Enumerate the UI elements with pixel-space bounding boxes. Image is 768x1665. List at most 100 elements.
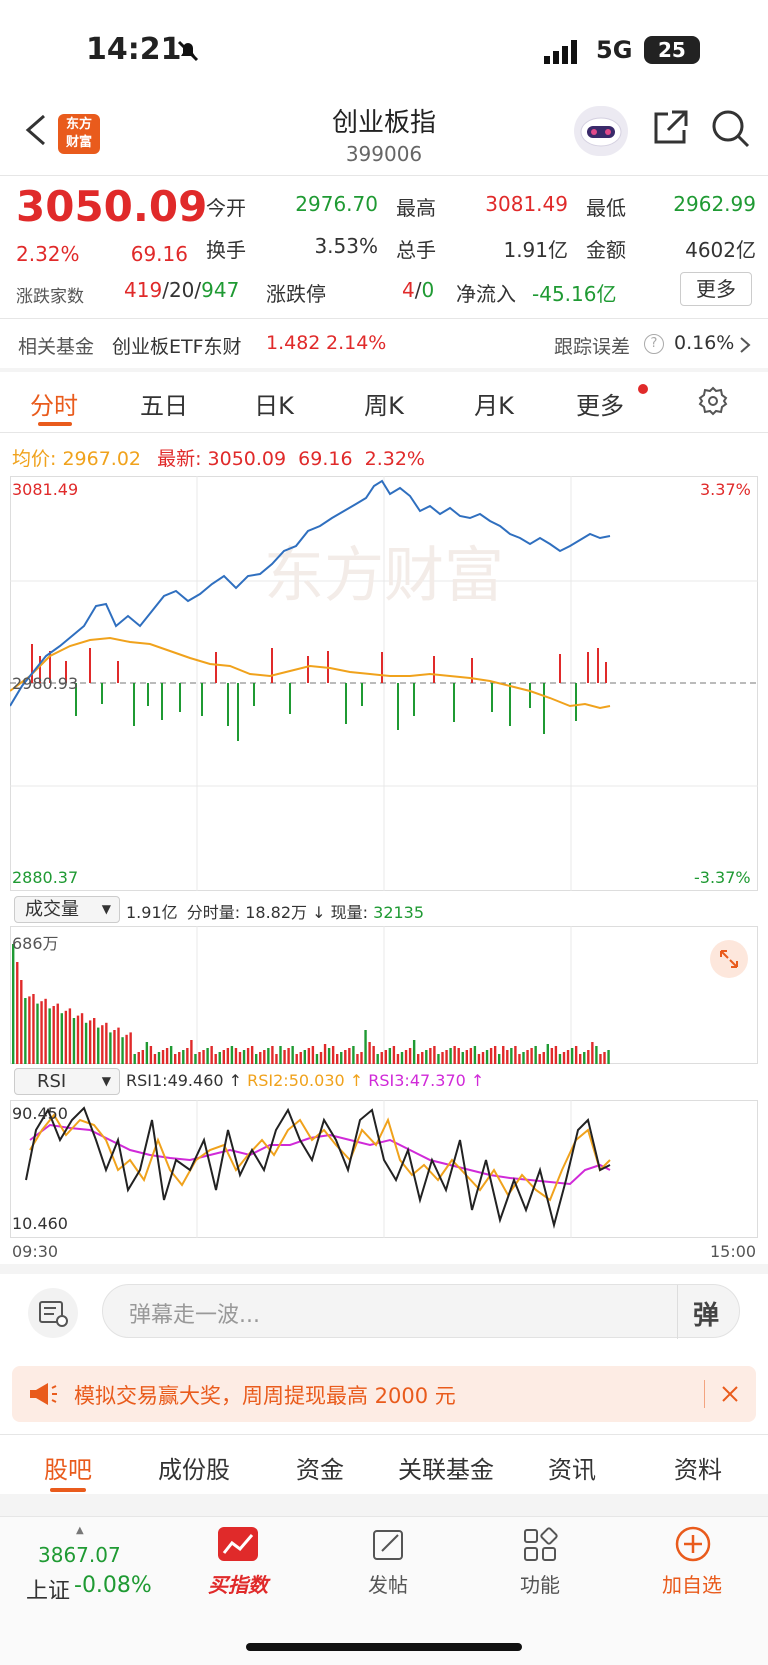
track-label: 跟踪误差: [554, 336, 631, 358]
volume-bar: [599, 1054, 602, 1064]
amount-value: 4602亿: [685, 238, 756, 262]
volume-bar: [368, 1042, 371, 1064]
caret-down-icon: ▼: [101, 902, 111, 916]
volume-bar: [242, 1050, 246, 1064]
tab-constituents[interactable]: 成份股: [158, 1456, 230, 1484]
intraday-chart[interactable]: 东方财富: [9, 476, 758, 891]
volume-bar: [542, 1052, 545, 1064]
volume-bar: [356, 1054, 359, 1064]
nav-post[interactable]: 发帖: [368, 1573, 408, 1597]
volume-bar: [538, 1054, 541, 1064]
functions-grid-icon[interactable]: [522, 1527, 558, 1563]
breadth-label: 涨跌家数: [16, 287, 84, 307]
add-watchlist-icon[interactable]: [674, 1525, 712, 1563]
index-ticker[interactable]: ▲ 3867.07 上证 -0.08%: [20, 1525, 160, 1605]
tab-profile[interactable]: 资料: [674, 1456, 722, 1484]
comment-list-icon[interactable]: [28, 1288, 78, 1338]
volume-bar: [153, 1054, 157, 1064]
rsi-chart-svg: [10, 1100, 758, 1238]
change-value: 69.16: [130, 242, 188, 266]
close-icon[interactable]: [718, 1382, 742, 1406]
nav-buy-index[interactable]: 买指数: [208, 1573, 268, 1597]
time-axis-start: 09:30: [12, 1242, 59, 1261]
danmu-input[interactable]: 弹幕走一波... 弹: [102, 1284, 740, 1339]
volume-chart-svg: [10, 926, 758, 1064]
more-button[interactable]: 更多: [680, 272, 752, 306]
nav-functions[interactable]: 功能: [520, 1573, 560, 1597]
tab-more[interactable]: 更多: [576, 392, 624, 420]
volume-selector-row: 成交量 ▼ 1.91亿 分时量: 18.82万 ↓ 现量: 32135: [12, 896, 756, 924]
last-value: 3050.09: [207, 448, 287, 470]
fund-row[interactable]: 相关基金 创业板ETF东财 1.482 2.14% 跟踪误差 ? 0.16%: [0, 320, 768, 366]
back-icon[interactable]: [22, 112, 50, 148]
volume-indicator-select[interactable]: 成交量 ▼: [14, 896, 120, 923]
volume-stats: 1.91亿 分时量: 18.82万 ↓ 现量: 32135: [126, 899, 424, 923]
tab-week-k[interactable]: 周K: [364, 392, 404, 420]
volume-bar: [574, 1046, 578, 1064]
expand-icon[interactable]: [710, 940, 748, 978]
danmu-placeholder: 弹幕走一波...: [129, 1303, 260, 1328]
danmu-toggle-icon[interactable]: 弹: [693, 1301, 720, 1331]
volume-bar: [174, 1054, 177, 1064]
rsi1-line: [25, 1106, 611, 1229]
volume-bar: [28, 996, 31, 1064]
volume-bar: [579, 1054, 582, 1064]
arrow-down-icon: ↓: [312, 903, 326, 922]
volume-bar: [190, 1040, 193, 1064]
tab-intraday[interactable]: 分时: [30, 392, 78, 420]
tab-forum[interactable]: 股吧: [44, 1456, 92, 1484]
info-icon[interactable]: ?: [644, 334, 664, 354]
flat-count: 20: [168, 278, 195, 302]
fund-name: 创业板ETF东财: [112, 336, 242, 358]
volume-bar: [331, 1046, 335, 1064]
rsi-indicator-select[interactable]: RSI ▼: [14, 1068, 120, 1095]
tab-day-k[interactable]: 日K: [254, 392, 294, 420]
volume-bar: [76, 1015, 80, 1064]
edit-post-icon[interactable]: [370, 1527, 406, 1563]
amount-label: 金额: [586, 238, 626, 262]
volume-chart[interactable]: 686万: [10, 926, 758, 1064]
volume-bar: [88, 1020, 92, 1064]
promo-banner[interactable]: 模拟交易赢大奖，周周提现最高 2000 元: [12, 1366, 756, 1422]
volume-bar: [550, 1048, 554, 1064]
price-line: [9, 479, 611, 707]
nav-add-watchlist[interactable]: 加自选: [662, 1573, 722, 1597]
tab-related-funds[interactable]: 关联基金: [398, 1456, 494, 1484]
volume-bar: [206, 1048, 209, 1064]
volume-bar: [315, 1054, 319, 1064]
search-icon[interactable]: [710, 108, 752, 150]
volume-bar: [194, 1054, 197, 1064]
volume-bar: [68, 1008, 72, 1064]
tab-month-k[interactable]: 月K: [474, 392, 514, 420]
volume-bar: [263, 1050, 266, 1064]
volume-bar: [441, 1052, 444, 1064]
volume-bar: [392, 1046, 396, 1064]
chevron-right-icon: [738, 336, 752, 354]
intraday-chart-svg: 东方财富: [9, 476, 758, 891]
volume-bar: [489, 1048, 493, 1064]
volume-bar: [226, 1048, 230, 1064]
y-axis-top: 3081.49: [12, 480, 79, 499]
pct-value: 2.32%: [364, 448, 425, 470]
low-value: 2962.99: [673, 192, 756, 216]
volume-bar: [364, 1030, 367, 1064]
volume-bar: [271, 1046, 274, 1064]
rsi-chart[interactable]: 90.450 10.460: [10, 1100, 758, 1238]
megaphone-icon: [26, 1380, 58, 1408]
volume-bar: [384, 1050, 387, 1064]
pct-axis-bottom: -3.37%: [694, 868, 751, 887]
buy-index-icon[interactable]: [218, 1527, 258, 1561]
volume-bar: [101, 1025, 104, 1064]
tab-five-day[interactable]: 五日: [140, 392, 188, 420]
settings-gear-icon[interactable]: [698, 386, 728, 416]
volume-bar: [327, 1048, 331, 1064]
volume-bar: [595, 1046, 598, 1064]
volume-bar: [141, 1050, 144, 1064]
intraday-info: 均价: 2967.02 最新: 3050.09 69.16 2.32%: [12, 444, 425, 471]
volume-bar: [161, 1050, 165, 1064]
tab-news[interactable]: 资讯: [548, 1456, 596, 1484]
robot-avatar[interactable]: [574, 106, 628, 156]
share-icon[interactable]: [650, 108, 690, 148]
tab-capital[interactable]: 资金: [296, 1456, 344, 1484]
volume-bar: [546, 1044, 549, 1064]
